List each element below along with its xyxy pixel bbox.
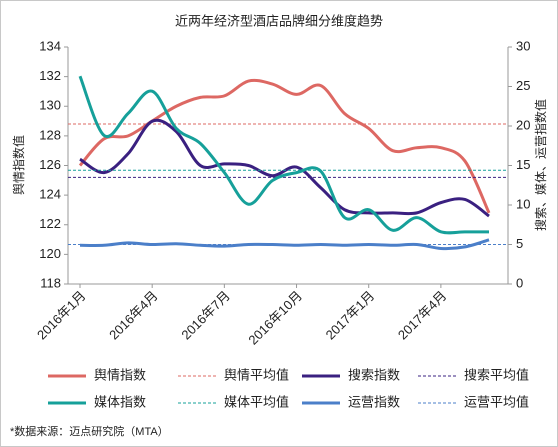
y-tick-label: 134: [39, 38, 61, 53]
y-tick-label: 118: [40, 275, 61, 290]
y2-tick-label: 30: [516, 38, 530, 53]
y2-tick-label: 15: [516, 157, 530, 172]
legend-label: 运营指数: [348, 394, 400, 409]
y-tick-label: 120: [39, 246, 61, 261]
y2-tick-label: 5: [516, 236, 523, 251]
y2-tick-label: 0: [516, 275, 523, 290]
y-axis-label: 舆情指数值: [11, 135, 26, 195]
legend-label: 舆情平均值: [224, 367, 289, 382]
y2-tick-label: 25: [516, 78, 530, 93]
legend-label: 运营平均值: [464, 394, 529, 409]
source-note: *数据来源：迈点研究院（MTA）: [10, 424, 169, 438]
legend-label: 媒体指数: [94, 394, 146, 409]
y-tick-label: 126: [39, 157, 61, 172]
y-tick-label: 130: [39, 98, 61, 113]
series-line: [78, 75, 489, 235]
series-line: [79, 118, 490, 218]
legend-label: 搜索平均值: [464, 367, 529, 382]
y-tick-label: 122: [39, 216, 61, 231]
y-tick-label: 124: [39, 187, 61, 202]
y-tick-label: 128: [39, 127, 61, 142]
y2-tick-label: 20: [516, 117, 530, 132]
legend-label: 舆情指数: [94, 367, 146, 382]
chart-title: 近两年经济型酒店品牌细分维度趋势: [175, 13, 383, 28]
legend-label: 媒体平均值: [224, 394, 289, 409]
y2-axis-label: 搜索、媒体、运营指数值: [533, 99, 548, 231]
legend-label: 搜索指数: [348, 367, 400, 382]
y-tick-label: 132: [39, 68, 61, 83]
y2-tick-label: 10: [516, 196, 530, 211]
